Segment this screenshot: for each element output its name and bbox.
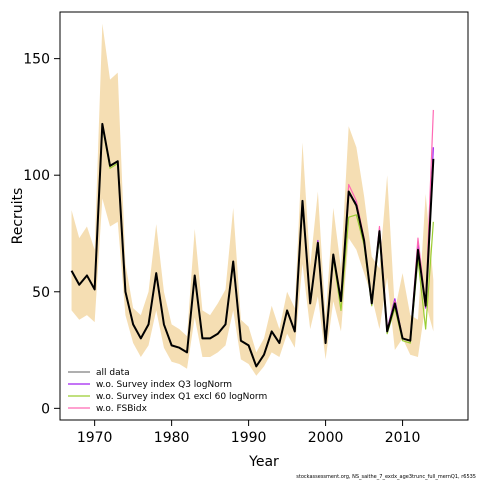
x-axis-title: Year xyxy=(248,454,279,470)
y-axis-title: Recruits xyxy=(10,188,26,245)
series-line-0 xyxy=(70,122,435,368)
legend: all data w.o. Survey index Q3 logNorm w.o.… xyxy=(68,368,267,414)
y-tick-label: 100 xyxy=(23,168,50,184)
y-tick-label: 150 xyxy=(23,52,50,68)
legend-label: w.o. Survey index Q3 logNorm xyxy=(96,380,232,390)
legend-label: w.o. FSBidx xyxy=(96,404,148,414)
plot-area xyxy=(70,23,435,376)
x-tick-label: 2010 xyxy=(385,430,421,446)
legend-label: w.o. Survey index Q1 excl 60 logNorm xyxy=(96,392,267,402)
legend-label: all data xyxy=(96,368,130,378)
x-tick-label: 2000 xyxy=(308,430,344,446)
x-tick-label: 1990 xyxy=(231,430,267,446)
plot-frame xyxy=(59,11,469,421)
axes: 1970 1980 1990 2000 2010 0 50 100 150 xyxy=(23,52,420,446)
y-tick-label: 0 xyxy=(41,401,50,417)
x-tick-label: 1980 xyxy=(154,430,190,446)
y-tick-label: 50 xyxy=(32,285,50,301)
x-tick-label: 1970 xyxy=(77,430,113,446)
footnote: stockassessment.org, NS_saithe_7_exdx_ag… xyxy=(296,474,476,480)
